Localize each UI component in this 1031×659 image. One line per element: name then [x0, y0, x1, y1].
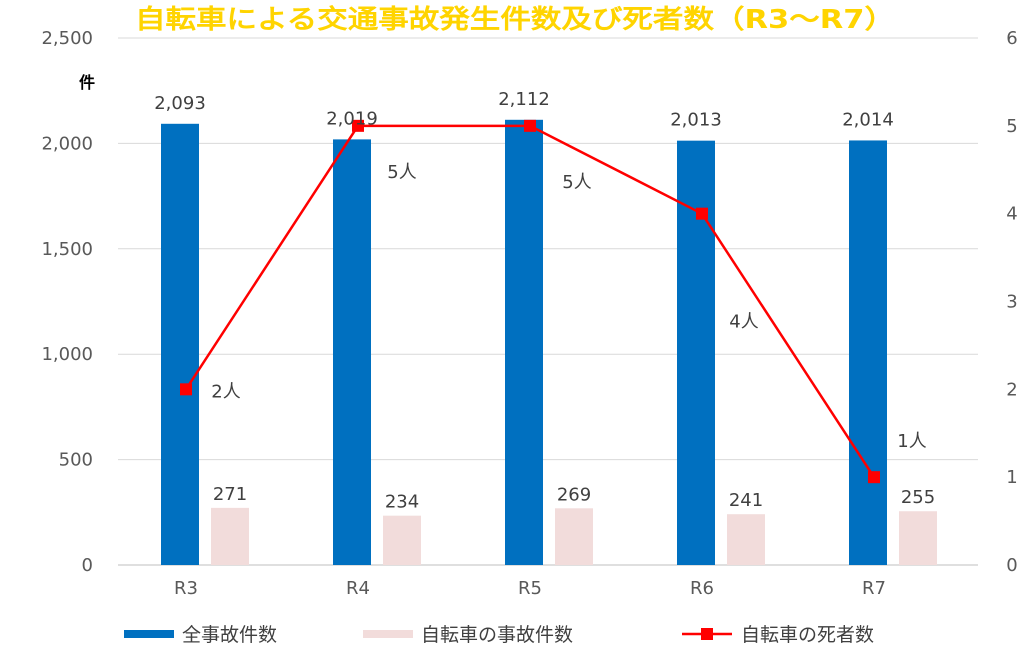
bar-all-accidents [333, 139, 371, 565]
bar-label-bicycle-accidents: 234 [385, 492, 419, 513]
right-axis-ticks: 0 1 2 3 4 5 6 [1006, 28, 1017, 576]
bar-bicycle-accidents [899, 511, 937, 565]
bar-all-accidents [849, 140, 887, 566]
legend-swatch-bar [124, 630, 174, 638]
x-tick-label: R5 [518, 578, 542, 599]
right-tick-label: 6 [1006, 28, 1017, 49]
legend-label: 全事故件数 [182, 624, 277, 646]
bar-label-bicycle-accidents: 241 [729, 490, 763, 511]
left-axis-ticks: 0 500 1,000 1,500 2,000 2,500 [41, 28, 93, 576]
right-tick-label: 1 [1006, 467, 1017, 488]
right-tick-label: 4 [1006, 204, 1017, 225]
left-tick-label: 500 [59, 450, 93, 471]
right-tick-label: 2 [1006, 379, 1017, 400]
legend: 全事故件数 自転車の事故件数 自転車の死者数 [124, 624, 874, 646]
legend-swatch-marker [701, 628, 713, 640]
x-tick-label: R7 [862, 578, 886, 599]
bar-label-all-accidents: 2,112 [498, 89, 550, 110]
legend-label: 自転車の事故件数 [421, 624, 573, 646]
bar-label-all-accidents: 2,013 [670, 110, 722, 131]
x-tick-label: R6 [690, 578, 714, 599]
right-tick-label: 3 [1006, 292, 1017, 313]
legend-swatch-bar [363, 630, 413, 638]
right-tick-label: 0 [1006, 555, 1017, 576]
x-tick-label: R3 [174, 578, 198, 599]
line-label-bicycle-deaths: 4人 [729, 312, 758, 333]
data-labels: 2,093 2,019 2,112 2,013 2,014 271 234 269 241 255… [154, 89, 935, 513]
bar-bicycle-accidents [211, 507, 249, 565]
line-marker [180, 383, 192, 396]
line-marker [868, 471, 880, 484]
bar-label-all-accidents: 2,019 [326, 108, 378, 129]
line-series [180, 119, 880, 484]
bar-label-all-accidents: 2,093 [154, 93, 206, 114]
line-label-bicycle-deaths: 5人 [562, 172, 591, 193]
bar-bicycle-accidents [727, 514, 765, 565]
bar-all-accidents [161, 123, 199, 566]
x-tick-label: R4 [346, 578, 370, 599]
bar-bicycle-accidents [555, 508, 593, 565]
bar-label-bicycle-accidents: 255 [901, 487, 935, 508]
left-tick-label: 2,000 [41, 133, 93, 154]
right-tick-label: 5 [1006, 116, 1017, 137]
bar-label-bicycle-accidents: 271 [213, 484, 247, 505]
line-marker [696, 207, 708, 220]
gridlines [118, 37, 978, 566]
left-tick-label: 1,500 [41, 239, 93, 260]
chart-title: 自転車による交通事故発生件数及び死者数（R3〜R7） [135, 4, 895, 35]
bar-bicycle-accidents [383, 515, 421, 565]
bar-label-bicycle-accidents: 269 [557, 484, 591, 505]
left-axis-unit: 件 [79, 73, 95, 92]
line-marker [352, 119, 364, 132]
left-tick-label: 1,000 [41, 344, 93, 365]
left-tick-label: 2,500 [41, 28, 93, 49]
legend-label: 自転車の死者数 [741, 624, 874, 646]
line-label-bicycle-deaths: 1人 [897, 431, 926, 452]
line-label-bicycle-deaths: 2人 [211, 381, 240, 402]
bar-label-all-accidents: 2,014 [842, 109, 894, 130]
left-tick-label: 0 [82, 555, 93, 576]
line-label-bicycle-deaths: 5人 [387, 162, 416, 183]
x-axis-ticks: R3 R4 R5 R6 R7 [174, 578, 886, 599]
bar-all-accidents [505, 119, 543, 565]
line-marker [524, 119, 536, 132]
bars [161, 119, 937, 566]
